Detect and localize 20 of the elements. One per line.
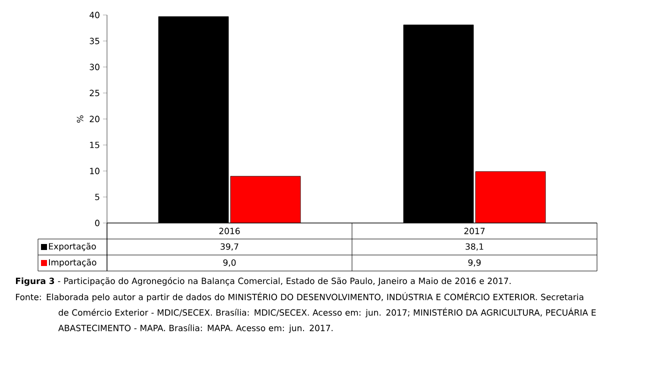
y-axis-title: % bbox=[76, 115, 84, 123]
x-tick-label: 2016 bbox=[219, 228, 240, 234]
y-tick-label: 10 bbox=[90, 168, 100, 174]
y-tick-label: 35 bbox=[90, 38, 100, 44]
source-note: Fonte: Elaborada pelo autor a partir de dados do MINISTÉRIO DO DESENVOLVIMENTO, INDÚSTRIA E COMÉRCIO EXTERIOR. Secretaria de Comércio Exterior - MDIC/SECEX. Brasília: MDIC/SECEX. Acesso em: jun. 2017; MINISTÉRIO DA AGRICULTURA, PECUÁRIA E ABASTECIMENTO - MAPA. Brasília: MAPA. Acesso em: jun. 2017. bbox=[16, 292, 596, 333]
y-tick-label: 20 bbox=[90, 116, 100, 122]
y-tick-label: 40 bbox=[90, 12, 100, 18]
data-label: 39,7 bbox=[220, 243, 238, 251]
y-tick-label: 5 bbox=[95, 194, 100, 200]
legend-label: Exportação bbox=[49, 242, 96, 252]
data-label: 9,0 bbox=[223, 259, 236, 267]
data-label: 9,9 bbox=[468, 259, 481, 267]
y-tick-label: 0 bbox=[95, 220, 100, 226]
x-tick-label: 2017 bbox=[464, 228, 485, 234]
y-tick-label: 15 bbox=[90, 142, 100, 148]
data-label: 38,1 bbox=[466, 243, 484, 251]
y-tick-label: 30 bbox=[90, 64, 100, 70]
legend-label: Importação bbox=[49, 258, 96, 268]
y-tick-label: 25 bbox=[90, 90, 100, 96]
text: Figura 3 - Participação do Agronegócio na Balança Comercial, Estado de São Paulo, Janeiro a Maio de 2016 e 2017. bbox=[16, 277, 511, 286]
